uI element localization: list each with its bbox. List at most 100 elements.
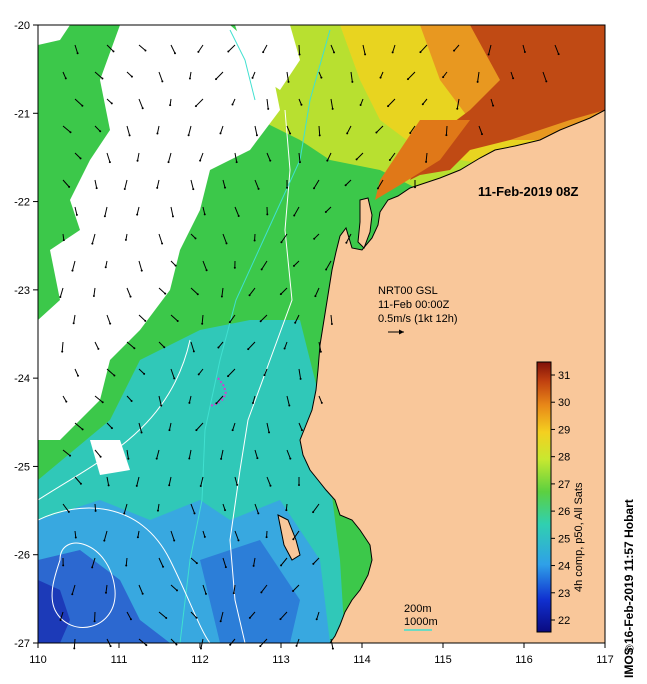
current-vector — [74, 476, 82, 485]
current-vector-head — [187, 134, 190, 137]
current-vector-head — [173, 539, 176, 542]
current-vector-head — [406, 78, 409, 81]
eddy-contour — [51, 542, 116, 628]
current-vector-head — [231, 103, 234, 106]
current-vector — [314, 287, 320, 297]
current-vector-head — [257, 187, 260, 190]
current-vector-head — [94, 509, 97, 512]
current-vector-head — [299, 377, 302, 380]
current-vector — [232, 422, 236, 431]
current-vector-head — [110, 427, 113, 430]
current-vector — [202, 260, 208, 271]
colorbar-tick-label: 22 — [558, 615, 570, 627]
current-vector — [407, 71, 416, 80]
current-vector — [199, 152, 204, 161]
current-vector — [74, 530, 77, 538]
current-vector-head — [161, 242, 164, 245]
contour-200m-line — [229, 109, 293, 643]
current-vector — [227, 368, 236, 377]
current-vector-head — [199, 484, 202, 487]
current-vector-head — [193, 512, 196, 515]
current-vector-head — [232, 592, 235, 595]
current-vector-head — [476, 80, 479, 83]
current-vector — [222, 503, 226, 511]
current-vector — [362, 44, 366, 55]
current-vector-head — [298, 161, 301, 164]
current-vector-head — [227, 375, 230, 378]
current-vector — [136, 476, 140, 486]
current-vector — [216, 395, 224, 404]
current-vector — [196, 422, 204, 431]
current-vector-head — [203, 213, 206, 216]
current-vector-head — [219, 620, 222, 623]
copyright-symbol: © — [624, 642, 635, 655]
current-vector — [188, 395, 192, 403]
current-vector-head — [294, 321, 297, 324]
current-vector-head — [287, 80, 290, 83]
current-vector — [158, 287, 166, 294]
contour-line-3 — [38, 507, 211, 643]
current-vector-head — [456, 107, 459, 110]
current-vector-head — [69, 454, 72, 457]
current-vector — [312, 503, 320, 513]
current-vector — [387, 98, 396, 107]
current-vector-head — [314, 295, 317, 298]
current-vector — [158, 557, 164, 567]
current-vector — [158, 611, 167, 619]
y-tick-label: -24 — [14, 373, 30, 385]
current-vector — [392, 44, 396, 53]
current-vector-head — [333, 51, 336, 54]
current-vector — [91, 557, 96, 568]
current-vector-head — [73, 647, 76, 650]
current-vector — [158, 341, 165, 348]
current-vector — [249, 287, 256, 296]
current-vector — [227, 44, 236, 52]
current-vector — [554, 44, 560, 55]
current-vector — [126, 341, 135, 349]
current-vector — [345, 179, 352, 186]
current-vector-head — [263, 374, 266, 377]
current-vector-head — [136, 213, 139, 216]
current-vector-head — [141, 107, 144, 110]
current-vector — [125, 557, 128, 566]
current-vector-head — [224, 509, 227, 512]
colorbar-tick-label: 28 — [558, 452, 570, 464]
y-tick-label: -20 — [14, 20, 30, 32]
current-vector-head — [224, 566, 227, 569]
current-vector — [94, 179, 98, 189]
current-vector-head — [248, 616, 251, 619]
current-vector-head — [136, 159, 139, 162]
current-vector — [103, 530, 108, 541]
current-vector-head — [236, 483, 239, 486]
current-vector-head — [251, 76, 254, 79]
current-vector-head — [344, 184, 347, 187]
current-vector-head — [320, 401, 323, 404]
current-vector-head — [175, 643, 178, 646]
current-vector-head — [65, 400, 68, 403]
current-vector — [222, 557, 227, 568]
current-vector — [286, 125, 291, 134]
current-vector-head — [160, 404, 163, 407]
current-vector — [94, 71, 103, 79]
current-vector-head — [62, 564, 65, 567]
current-vector-head — [331, 647, 334, 650]
current-vector — [168, 152, 172, 163]
current-vector-head — [259, 645, 262, 648]
current-vector-head — [545, 80, 548, 83]
current-vector-head — [480, 133, 483, 136]
current-vector — [170, 260, 176, 267]
current-vector — [190, 611, 197, 619]
current-vector-head — [168, 484, 171, 487]
current-vector — [293, 260, 300, 267]
current-vector — [234, 206, 240, 217]
current-vector — [138, 314, 146, 322]
current-vector — [542, 71, 547, 82]
current-vector — [168, 476, 172, 486]
current-vector — [168, 422, 172, 431]
current-vector-head — [325, 268, 328, 271]
current-vector — [138, 98, 144, 109]
current-vector-head — [292, 589, 295, 592]
current-vector — [280, 611, 288, 620]
current-vector — [389, 152, 396, 161]
current-vector — [312, 557, 320, 565]
